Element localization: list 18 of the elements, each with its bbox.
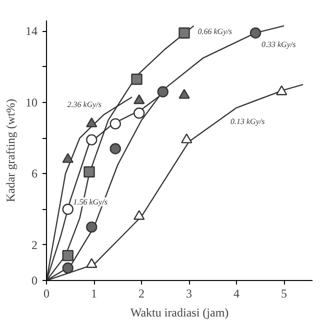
y-tick-label: 2 — [32, 238, 38, 252]
x-tick-label: 3 — [186, 286, 192, 300]
x-tick-label: 1 — [91, 286, 97, 300]
x-tick-label: 4 — [234, 286, 240, 300]
x-axis-title: Waktu iradiasi (jam) — [130, 306, 229, 320]
series-label: 1.56 kGy/s — [73, 197, 108, 206]
y-tick-label: 10 — [26, 95, 38, 110]
x-tick-label: 0 — [44, 286, 50, 300]
y-tick-label: 6 — [32, 166, 38, 181]
y-tick-label: 0 — [32, 274, 38, 288]
x-tick-label: 5 — [281, 286, 287, 300]
series-label: 0.13 kGy/s — [230, 116, 265, 126]
y-tick-label: 14 — [26, 24, 38, 38]
series-label: 2.36 kGy/s — [67, 100, 102, 109]
series-label: 0.33 kGy/s — [262, 40, 296, 49]
y-axis-title: Kadar grafting (wt%) — [4, 98, 18, 202]
series-label: 0.66 kGy/s — [198, 26, 232, 36]
x-tick-label: 2 — [138, 286, 144, 300]
